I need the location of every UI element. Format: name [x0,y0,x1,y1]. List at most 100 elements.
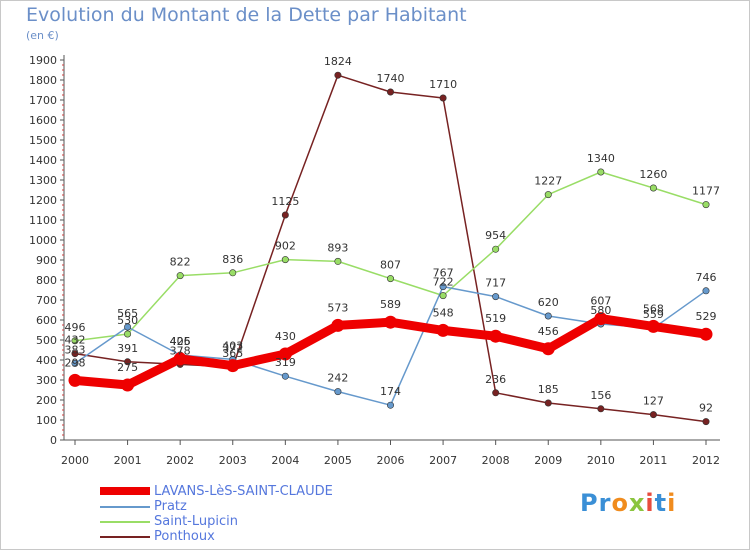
data-label: 607 [590,295,611,308]
data-label: 372 [222,342,243,355]
y-tick-label: 200 [36,394,57,407]
logo-letter: i [667,489,677,517]
data-point [597,168,605,176]
data-label: 456 [538,325,559,338]
data-point [71,337,79,345]
data-point [541,342,555,356]
data-label: 242 [327,372,348,385]
data-point [176,272,184,280]
data-point [386,275,394,283]
data-label: 580 [590,304,611,317]
data-label: 1125 [271,195,299,208]
data-point [544,191,552,199]
data-label: 954 [485,229,506,242]
data-point [281,372,289,380]
data-point [646,319,660,333]
data-point [386,88,394,96]
legend-item-ponthoux: Ponthoux [100,529,380,544]
data-point [649,411,657,419]
data-label: 559 [643,308,664,321]
data-label: 432 [65,334,86,347]
y-tick-label: 1700 [29,94,57,107]
data-point [594,312,608,326]
data-label: 319 [275,356,296,369]
data-label: 1824 [324,55,352,68]
data-point [281,256,289,264]
x-tick-label: 2002 [166,454,194,467]
y-tick-label: 1600 [29,114,57,127]
data-point [121,378,135,392]
data-label: 275 [117,361,138,374]
y-tick-label: 1100 [29,214,57,227]
y-tick-label: 1000 [29,234,57,247]
data-label: 822 [170,256,191,269]
data-label: 548 [433,306,454,319]
data-label: 406 [170,335,191,348]
data-label: 174 [380,385,401,398]
data-label: 836 [222,253,243,266]
data-point [226,359,240,373]
data-point [699,327,713,341]
data-point [702,201,710,209]
x-tick-label: 2010 [587,454,615,467]
data-point [492,389,500,397]
data-point [489,329,503,343]
legend-label-saint-lupicin: Saint-Lupicin [154,514,238,529]
y-tick-label: 400 [36,354,57,367]
data-label: 589 [380,298,401,311]
data-label: 1710 [429,78,457,91]
data-point [702,287,710,295]
data-label: 496 [65,321,86,334]
data-label: 378 [170,344,191,357]
legend-item-lavans: LAVANS-LèS-SAINT-CLAUDE [100,484,380,499]
data-label: 365 [222,347,243,360]
data-label: 620 [538,296,559,309]
y-tick-label: 1900 [29,54,57,67]
data-point [334,388,342,396]
data-point [439,94,447,102]
data-label: 403 [222,339,243,352]
data-point [334,71,342,79]
data-label: 893 [327,241,348,254]
data-label: 156 [590,389,611,402]
data-point [124,358,132,366]
data-label: 767 [433,267,454,280]
data-point [384,315,397,329]
chart-subtitle: (en €) [26,29,59,42]
logo-letter: r [598,489,612,517]
logo-letter: o [611,489,629,517]
data-point [334,257,342,265]
data-label: 565 [117,307,138,320]
data-point [331,318,345,332]
x-tick-label: 2007 [429,454,457,467]
data-label: 902 [275,240,296,253]
data-point [281,211,289,219]
logo-letter: P [580,489,599,517]
y-tick-label: 1200 [29,194,57,207]
data-label: 391 [117,342,138,355]
x-tick-label: 2006 [377,454,405,467]
legend-swatch-lavans [100,487,150,495]
data-point [492,293,500,301]
logo-letter: t [654,489,668,517]
data-label: 425 [170,335,191,348]
y-tick-label: 1800 [29,74,57,87]
data-label: 185 [538,383,559,396]
x-tick-label: 2000 [61,454,89,467]
legend-item-saint-lupicin: Saint-Lupicin [100,514,380,529]
data-point [544,312,552,320]
data-label: 1340 [587,152,615,165]
y-tick-label: 1500 [29,134,57,147]
x-tick-label: 2001 [114,454,142,467]
x-tick-label: 2005 [324,454,352,467]
legend-label-pratz: Pratz [154,499,187,514]
logo-letter: x [628,489,646,517]
data-label: 807 [380,259,401,272]
data-label: 1740 [377,72,405,85]
data-point [492,245,500,253]
y-tick-label: 500 [36,334,57,347]
y-tick-label: 800 [36,274,57,287]
data-point [68,373,82,387]
data-point [173,352,187,366]
